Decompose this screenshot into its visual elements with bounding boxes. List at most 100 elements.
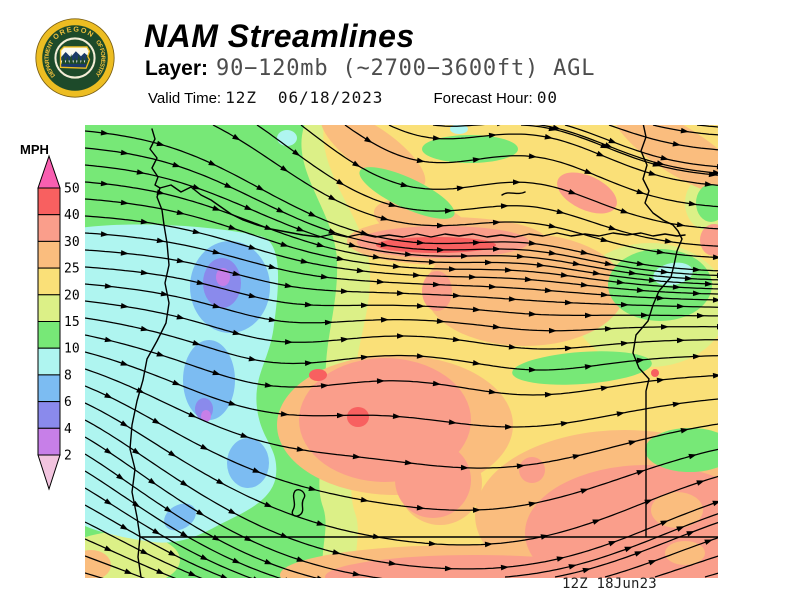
arrowhead [620,301,629,308]
arrowhead [508,296,517,302]
arrowhead [336,178,345,186]
arrowhead [585,312,593,319]
arrowhead [600,236,609,243]
arrowhead [528,501,537,507]
legend-arrow-top [37,154,61,189]
arrowhead [104,498,113,505]
arrowhead [304,360,313,366]
arrowhead [212,303,221,309]
arrowhead [300,258,309,264]
arrowhead [432,135,441,141]
streamline [85,164,718,281]
arrowhead [568,189,577,195]
arrowhead [264,224,273,230]
border-path [632,125,683,538]
arrowhead [156,568,165,575]
arrowhead [140,218,149,225]
legend-tick-label: 8 [64,368,72,383]
arrowhead [244,204,253,211]
arrowhead [212,249,221,255]
arrowhead [516,253,525,260]
arrowhead [292,149,301,157]
arrowhead [152,528,161,535]
arrowhead [676,303,685,310]
legend-cell [37,374,61,403]
arrowhead [228,224,237,230]
arrowhead [248,292,257,299]
arrowhead [548,125,557,132]
arrowhead [320,273,329,280]
arrowhead [228,400,237,406]
streamline [85,334,718,396]
arrowhead [584,168,593,175]
arrowhead [352,453,361,460]
arrowhead [648,277,657,283]
arrowhead [485,259,493,266]
streamline [652,125,718,136]
arrowhead [356,267,365,274]
arrowhead [560,421,569,427]
arrowhead [168,550,177,557]
arrowhead [616,411,625,417]
arrowhead [280,165,289,172]
arrowhead [296,446,305,452]
streamline [85,232,718,301]
arrowhead [140,269,149,276]
legend-cell [37,187,61,216]
streamline [85,487,253,578]
arrowhead [676,526,685,532]
arrowhead [136,387,145,394]
arrowhead [672,141,681,147]
streamline [388,125,718,186]
arrowhead [404,251,413,257]
arrowhead [416,504,425,511]
streamline [256,125,718,247]
legend-cell [37,321,61,349]
arrowhead [592,519,601,525]
arrowhead [192,184,201,190]
arrowhead [656,249,665,255]
arrowhead [572,454,581,460]
arrowhead [172,161,181,168]
arrowhead [656,377,665,384]
arrowhead [188,411,197,418]
arrowhead [352,160,361,168]
arrowhead [661,324,669,330]
arrowhead [432,380,441,387]
streamline [85,130,718,272]
arrowhead [376,278,385,285]
arrowhead [104,336,113,343]
arrowhead [548,223,557,229]
arrowhead [600,385,609,392]
arrowhead [276,207,285,213]
arrowhead [332,549,341,555]
arrowhead [200,554,209,561]
arrowhead [416,157,425,164]
legend-tick-label: 40 [64,208,80,223]
arrowhead [560,272,569,278]
arrowhead [505,424,513,430]
odf-logo: DEPARTMENT OREGON OF FORESTRY [35,18,115,98]
arrowhead [528,366,537,373]
arrowhead [372,533,381,539]
streamline [85,419,718,570]
arrowhead [285,577,288,578]
streamline [85,215,718,295]
arrowhead [660,268,669,275]
legend-cell [37,214,61,242]
arrowhead [104,447,113,455]
arrowhead [152,417,161,425]
arrowhead [364,136,373,143]
arrowhead [328,194,337,201]
arrowhead [396,290,405,296]
arrowhead [224,182,233,189]
arrowhead [692,290,701,297]
arrowhead [636,470,645,476]
arrowhead [460,464,469,471]
arrowhead [636,287,645,293]
arrowhead [544,391,553,398]
arrowhead [461,253,469,259]
arrowhead [120,360,129,366]
arrowhead [472,360,481,366]
arrowhead [696,480,705,486]
